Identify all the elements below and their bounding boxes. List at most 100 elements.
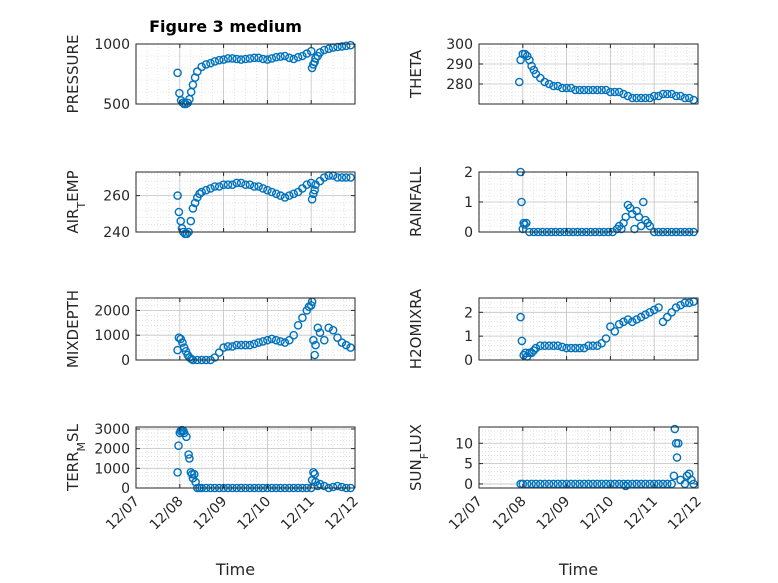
y-axis-label: PRESSURE (64, 35, 82, 114)
data-point (337, 42, 347, 51)
data-point (206, 184, 215, 193)
data-point (311, 340, 320, 350)
x-tick-label: 12/11 (621, 494, 661, 534)
x-tick-label: 12/09 (534, 494, 574, 534)
data-point (333, 42, 342, 52)
subplot-terr-msl: 0 1000 2000 3000 12/07 12/08 12/09 12/10 12/11 12… (64, 422, 362, 579)
data-point (676, 300, 685, 310)
data-point (663, 312, 672, 322)
data-point (557, 83, 567, 93)
y-tick-label: 3000 (94, 422, 130, 438)
data-point (241, 340, 250, 350)
y-tick-label: 2 (464, 305, 473, 321)
data-point (197, 187, 206, 197)
data-point (584, 341, 593, 351)
data-point (245, 340, 255, 350)
data-point (189, 469, 199, 479)
data-point (346, 343, 355, 352)
data-point (680, 93, 690, 103)
y-tick-label: 0 (464, 353, 473, 369)
x-axis-label: Time (215, 560, 255, 579)
data-point (575, 343, 585, 353)
data-point (544, 341, 554, 351)
data-point (553, 341, 563, 351)
axes-box (135, 426, 356, 489)
data-point (520, 49, 530, 59)
subplot-theta: 280 290 300 THETA (407, 37, 699, 105)
data-point (184, 450, 193, 459)
data-point (293, 52, 303, 62)
data-point (515, 77, 524, 87)
data-point (328, 325, 338, 335)
data-point (271, 335, 281, 345)
data-point (540, 77, 550, 87)
x-tick-label: 12/12 (665, 494, 705, 534)
data-point (346, 173, 355, 182)
data-point (670, 424, 680, 434)
data-point (228, 180, 237, 189)
y-tick-label: 10 (455, 436, 473, 452)
data-point (606, 322, 615, 331)
x-tick-label: 12/08 (490, 494, 530, 534)
data-point (584, 85, 593, 95)
data-point (206, 58, 215, 68)
data-point (241, 180, 250, 189)
data-point (575, 85, 585, 95)
y-axis-label: MIXDEPTH (64, 290, 82, 368)
data-point (307, 194, 317, 204)
data-point (219, 55, 228, 64)
data-point (284, 53, 294, 63)
data-point (531, 343, 541, 353)
data-point (636, 312, 646, 322)
data-point (674, 438, 683, 448)
data-point (654, 303, 663, 312)
data-point (658, 317, 668, 327)
data-point (236, 340, 246, 350)
data-point (201, 185, 211, 195)
data-point (333, 173, 342, 182)
data-point (241, 54, 250, 64)
y-tick-label: 0 (121, 353, 130, 369)
data-point (280, 51, 290, 61)
data-point (289, 330, 299, 340)
data-point (566, 83, 576, 93)
data-point (517, 336, 527, 346)
data-point (219, 343, 228, 352)
data-point (192, 67, 202, 76)
data-point (645, 93, 655, 103)
data-point (337, 173, 347, 182)
data-point (639, 197, 648, 207)
subplot-sun-flux: 0 5 10 12/07 12/08 12/09 12/10 12/11 12/12 SUNFLU… (407, 424, 705, 579)
data-point (271, 52, 281, 62)
data-point (258, 54, 268, 64)
subplot-rainfall: 0 1 2 RAINFALL (407, 165, 699, 241)
y-tick-label: 0 (464, 225, 473, 241)
subplot-mixdepth: 0 1000 2000 MIXDEPTH (64, 290, 356, 369)
y-axis-label: RAINFALL (407, 166, 425, 237)
data-point (606, 87, 615, 97)
data-point (623, 91, 633, 101)
data-point (649, 305, 659, 315)
data-point (228, 54, 237, 63)
data-point (276, 52, 285, 61)
data-point (667, 307, 677, 317)
data-point (315, 48, 325, 57)
data-point (309, 335, 318, 345)
data-point (319, 45, 329, 55)
data-point (341, 340, 351, 350)
data-point (263, 185, 272, 195)
x-tick-label: 12/07 (446, 494, 486, 534)
data-point (654, 91, 663, 101)
data-point (636, 93, 646, 103)
data-point (328, 482, 338, 492)
data-point (311, 54, 320, 63)
axes-box (478, 43, 699, 105)
data-point (684, 93, 694, 103)
data-point (579, 343, 589, 353)
data-point (593, 341, 602, 351)
y-axis-label: TERRMSL (64, 423, 88, 492)
data-point (280, 193, 290, 202)
data-point (588, 341, 598, 351)
y-tick-label: 300 (446, 37, 473, 53)
